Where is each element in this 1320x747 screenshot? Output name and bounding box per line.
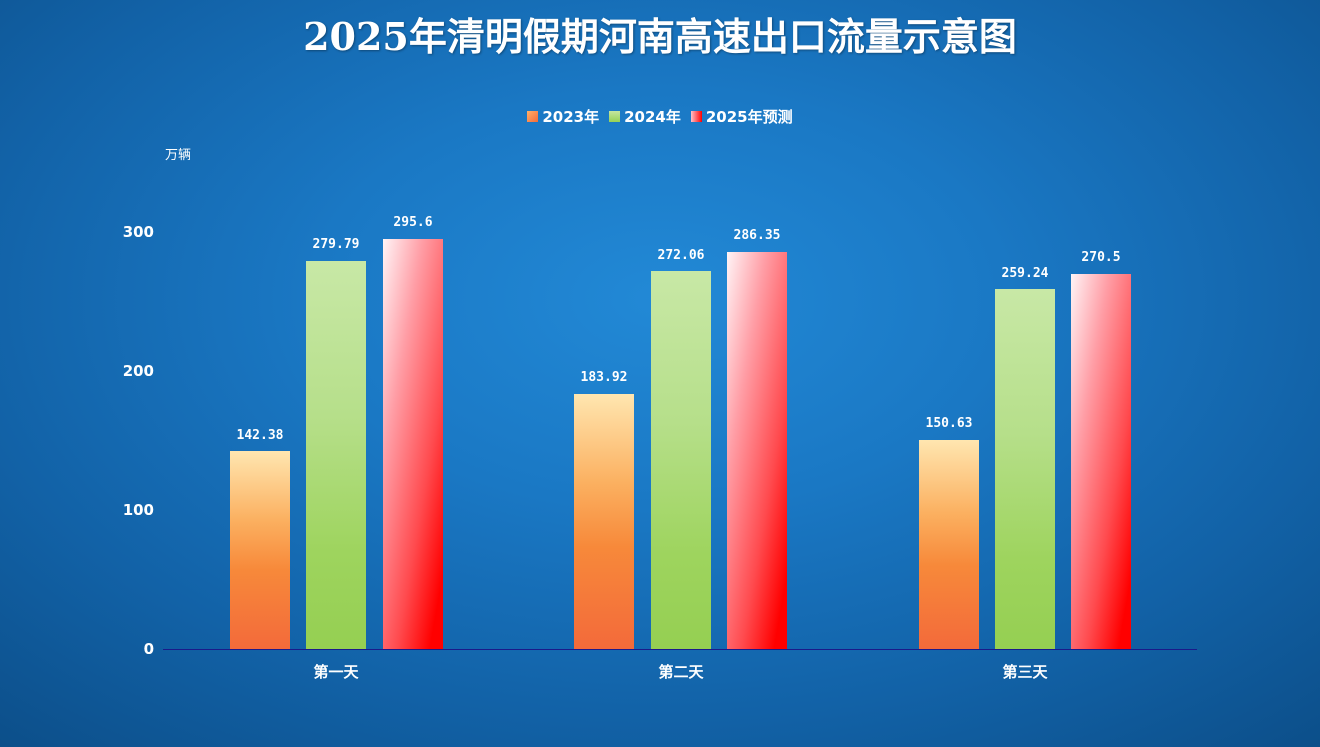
y-tick-300: 300 bbox=[122, 223, 154, 241]
bar-day3-2024[interactable] bbox=[995, 289, 1055, 649]
legend-item-2023[interactable]: 2023年 bbox=[527, 106, 599, 127]
bar-day2-2024[interactable] bbox=[651, 271, 711, 649]
bar-day3-2023[interactable] bbox=[919, 440, 979, 649]
y-tick-0: 0 bbox=[143, 640, 154, 658]
bar-day1-2025[interactable] bbox=[383, 239, 443, 649]
value-label-day3-2024: 259.24 bbox=[1001, 266, 1049, 281]
legend-item-2025[interactable]: 2025年预测 bbox=[690, 106, 793, 127]
y-axis-unit: 万辆 bbox=[165, 148, 192, 163]
chart-title: 2025年清明假期河南高速出口流量示意图 bbox=[303, 14, 1017, 59]
bar-day3-2025[interactable] bbox=[1071, 274, 1131, 649]
legend-item-2024[interactable]: 2024年 bbox=[609, 106, 681, 127]
legend-swatch-2024-icon bbox=[609, 111, 621, 122]
value-label-day3-2023: 150.63 bbox=[925, 416, 973, 431]
legend-label-2024: 2024年 bbox=[624, 108, 681, 126]
x-label-day2: 第二天 bbox=[658, 663, 704, 681]
value-label-day1-2025: 295.6 bbox=[393, 215, 433, 230]
value-label-day2-2023: 183.92 bbox=[580, 370, 628, 385]
value-label-day1-2023: 142.38 bbox=[236, 428, 284, 443]
value-label-day2-2025: 286.35 bbox=[733, 228, 781, 243]
value-label-day1-2024: 279.79 bbox=[312, 237, 360, 252]
bar-day2-2023[interactable] bbox=[574, 394, 634, 649]
bar-day1-2023[interactable] bbox=[230, 451, 290, 649]
legend-label-2025: 2025年预测 bbox=[705, 108, 793, 126]
chart-legend: 2023年 2024年 2025年预测 bbox=[0, 106, 1320, 127]
legend-swatch-2023-icon bbox=[527, 111, 539, 122]
x-label-day1: 第一天 bbox=[313, 663, 359, 681]
legend-swatch-2025-icon bbox=[690, 111, 702, 122]
value-label-day3-2025: 270.5 bbox=[1081, 250, 1121, 265]
bar-day1-2024[interactable] bbox=[306, 261, 366, 649]
bar-day2-2025[interactable] bbox=[727, 252, 787, 649]
x-axis-line bbox=[163, 649, 1197, 650]
x-label-day3: 第三天 bbox=[1002, 663, 1048, 681]
legend-label-2023: 2023年 bbox=[542, 108, 600, 126]
y-tick-100: 100 bbox=[122, 501, 154, 519]
y-tick-200: 200 bbox=[122, 362, 154, 380]
value-label-day2-2024: 272.06 bbox=[657, 248, 705, 263]
